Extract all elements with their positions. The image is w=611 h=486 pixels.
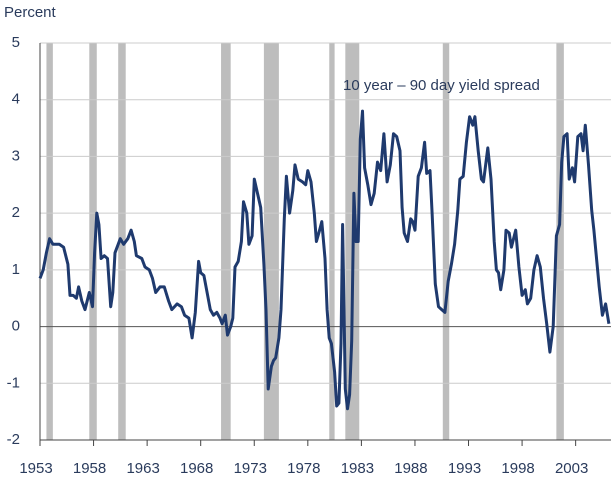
y-tick-label: -2 [7, 431, 20, 448]
y-tick-label: -1 [7, 374, 20, 391]
x-tick-label: 1958 [73, 460, 106, 477]
y-tick-label: 1 [12, 261, 20, 278]
recession-band [329, 43, 335, 440]
y-tick-label: 5 [12, 34, 20, 51]
x-tick-label: 1983 [341, 460, 374, 477]
x-tick-label: 1988 [394, 460, 427, 477]
y-axis-label: Percent [4, 4, 57, 21]
recession-band [221, 43, 231, 440]
recession-band [442, 43, 450, 440]
series-label: 10 year – 90 day yield spread [343, 77, 540, 94]
x-tick-label: 1993 [448, 460, 481, 477]
x-tick-label: 2003 [555, 460, 588, 477]
x-tick-label: 1968 [180, 460, 213, 477]
x-tick-label: 1953 [19, 460, 52, 477]
y-tick-label: 4 [12, 91, 20, 108]
recession-band [89, 43, 97, 440]
x-tick-label: 1963 [126, 460, 159, 477]
recession-band [263, 43, 279, 440]
y-tick-label: 3 [12, 147, 20, 164]
series-line [38, 109, 611, 411]
x-tick-label: 1973 [234, 460, 267, 477]
y-tick-label: 0 [12, 318, 20, 335]
y-tick-label: 2 [12, 204, 20, 221]
x-tick-label: 1978 [287, 460, 320, 477]
recession-band [556, 43, 564, 440]
x-tick-label: 1998 [501, 460, 534, 477]
